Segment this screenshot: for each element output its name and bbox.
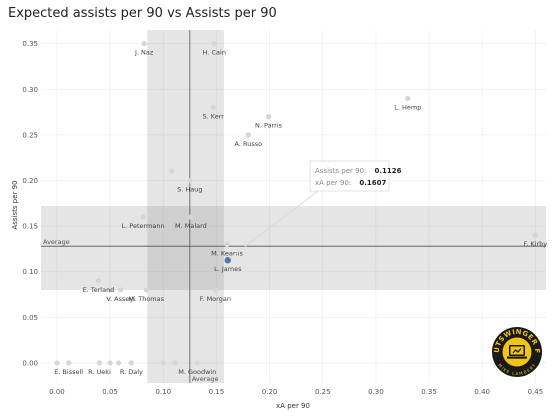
data-point <box>107 360 113 366</box>
x-tick-label: 0.35 <box>421 388 437 396</box>
data-point <box>265 114 272 120</box>
average-bands <box>41 30 546 383</box>
y-tick-label: 0.35 <box>22 40 38 48</box>
y-average-band <box>41 206 546 290</box>
tooltip-assists-label: Assists per 90: <box>315 167 366 175</box>
tooltip-xa-value: 0.1607 <box>359 179 386 187</box>
tooltip-connector <box>229 190 319 259</box>
point-label: M. Goodwin <box>178 368 216 376</box>
y-tick-label: 0.15 <box>22 223 38 231</box>
x-tick-label: 0.20 <box>262 388 278 396</box>
point-label: L. James <box>214 265 242 273</box>
point-label: S. Haug <box>177 186 202 194</box>
x-tick-label: 0.25 <box>315 388 331 396</box>
tooltip-xa-label: xA per 90: <box>315 179 351 187</box>
x-average-band <box>147 30 224 383</box>
data-point <box>245 132 251 138</box>
x-tick-label: 0.05 <box>102 388 118 396</box>
x-tick-label: 0.30 <box>368 388 384 396</box>
data-point <box>95 278 102 284</box>
data-points <box>54 41 538 366</box>
grid <box>41 30 546 383</box>
point-label: M. Thomas <box>128 295 164 303</box>
point-label: R. Daly <box>120 368 143 376</box>
point-label: E. Terland <box>83 286 115 294</box>
y-tick-label: 0.20 <box>22 177 38 185</box>
y-tick-label: 0.25 <box>22 131 38 139</box>
point-label: F. Morgan <box>200 295 231 303</box>
x-tick-label: 0.00 <box>49 388 65 396</box>
data-point <box>54 360 60 366</box>
point-label: M. Kearns <box>211 249 243 257</box>
y-tick-label: 0.30 <box>22 86 38 94</box>
data-point <box>211 41 217 47</box>
club-logo: OUTSWINGER FC MIKE LAMBERT <box>492 327 542 377</box>
data-point <box>141 41 147 47</box>
data-point <box>210 104 216 111</box>
data-point <box>143 287 149 293</box>
axis-ticks: 0.00 0.05 0.10 0.15 0.20 0.25 0.30 0.35 0.40 0.45… <box>22 40 543 396</box>
point-label: H. Cain <box>203 49 226 57</box>
data-point <box>405 95 411 102</box>
point-label: F. Kirby <box>524 240 548 248</box>
svg-text:Assists per 90: 0.1126: Assists per 90: 0.1126 <box>315 158 402 177</box>
x-average-label: Average <box>192 375 219 383</box>
tooltip: Assists per 90: 0.1126 xA per 90: 0.1607 <box>229 158 402 259</box>
point-label: M. Malard <box>175 222 207 230</box>
point-label: R. Ueki <box>88 368 111 376</box>
data-point <box>118 287 124 293</box>
point-label: E. Bissell <box>54 368 83 376</box>
chart-title: Expected assists per 90 vs Assists per 9… <box>8 6 277 21</box>
average-lines <box>41 30 546 383</box>
point-label: J. Naz <box>134 49 154 57</box>
svg-text:xA per 90: 0.1607: xA per 90: 0.1607 <box>315 170 387 189</box>
y-tick-label: 0.10 <box>22 268 38 276</box>
x-tick-label: 0.10 <box>155 388 171 396</box>
x-tick-label: 0.15 <box>209 388 225 396</box>
point-label: A. Russo <box>235 140 263 148</box>
tooltip-box <box>309 160 390 192</box>
x-tick-label: 0.45 <box>528 388 544 396</box>
data-point <box>116 360 122 366</box>
point-labels: J. Naz H. Cain L. Hemp S. Kerr N. Parris A. R… <box>54 49 547 376</box>
data-point <box>66 360 72 366</box>
y-tick-label: 0.00 <box>22 359 38 367</box>
y-average-label: Average <box>43 238 70 246</box>
tooltip-assists-value: 0.1126 <box>375 167 402 175</box>
data-point <box>96 360 103 366</box>
data-point <box>107 287 113 293</box>
data-point <box>160 360 166 366</box>
highlighted-point <box>224 257 231 264</box>
point-label: V. Asseyi <box>106 295 135 303</box>
point-label: L. Petermann <box>122 222 165 230</box>
point-label: S. Kerr <box>203 113 225 121</box>
data-point <box>187 177 193 184</box>
y-tick-label: 0.05 <box>22 314 38 322</box>
data-point <box>212 287 218 293</box>
x-axis-label: xA per 90 <box>276 402 310 410</box>
y-axis-label: Assists per 90 <box>11 180 19 229</box>
data-point <box>169 168 175 174</box>
point-label: L. Hemp <box>394 103 421 111</box>
data-point <box>140 214 146 220</box>
data-point <box>128 360 134 366</box>
point-label: N. Parris <box>255 122 283 130</box>
x-tick-label: 0.40 <box>474 388 490 396</box>
data-point <box>194 360 200 366</box>
data-point <box>532 232 538 238</box>
data-point <box>224 241 230 247</box>
data-point <box>172 360 178 366</box>
data-point <box>188 214 194 220</box>
